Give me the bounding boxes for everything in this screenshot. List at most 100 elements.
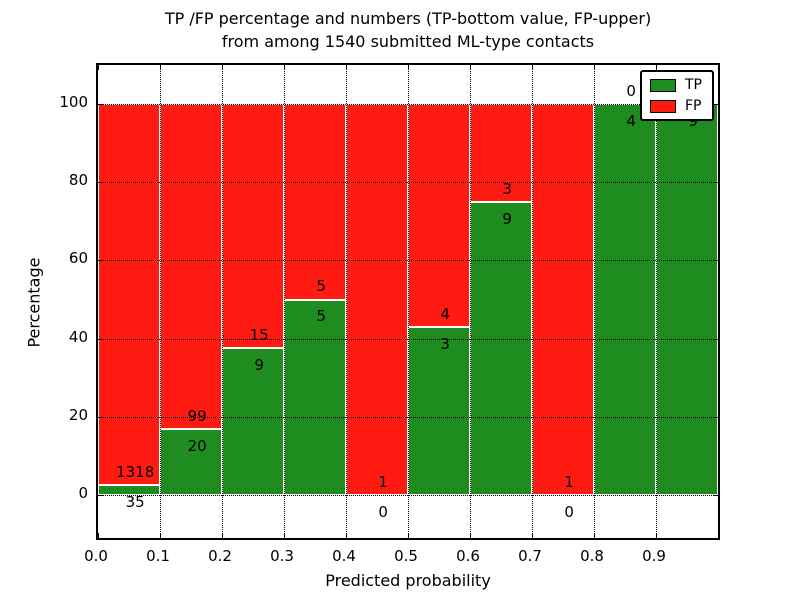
y-tick-label: 0	[78, 484, 88, 502]
fp-count-label: 99	[187, 407, 207, 425]
gridline-vertical	[656, 65, 657, 538]
y-tick-mark	[98, 260, 103, 262]
legend-label-fp: FP	[685, 98, 702, 114]
gridline-vertical	[408, 65, 409, 538]
x-tick-label: 0.5	[394, 547, 418, 565]
x-tick-mark-top	[532, 65, 533, 70]
bar-segment-tp	[408, 327, 470, 495]
x-axis-label: Predicted probability	[325, 571, 491, 590]
y-tick-mark-right	[713, 338, 718, 340]
y-tick-label: 100	[59, 93, 88, 112]
y-tick-label: 40	[68, 327, 88, 346]
x-tick-mark-top	[470, 65, 471, 70]
fp-count-label: 0	[626, 81, 636, 100]
legend-item-fp: FP	[650, 99, 702, 113]
fp-count-label: 15	[249, 326, 269, 345]
x-tick-mark	[594, 533, 595, 538]
y-tick-mark	[98, 338, 103, 340]
x-tick-mark	[408, 533, 409, 538]
fp-count-label: 1	[564, 472, 574, 491]
chart-title: TP /FP percentage and numbers (TP-bottom…	[96, 8, 720, 53]
x-tick-mark-top	[160, 65, 161, 70]
y-tick-mark-right	[713, 182, 718, 184]
x-tick-label: 0.3	[270, 547, 294, 565]
x-tick-mark-top	[594, 65, 595, 70]
x-tick-mark-top	[222, 65, 223, 70]
x-tick-label: 0.6	[456, 547, 480, 565]
y-tick-mark-right	[713, 260, 718, 262]
bar-segment-tp	[656, 104, 718, 495]
x-tick-mark	[532, 533, 533, 538]
x-tick-label: 0.0	[84, 547, 108, 565]
fp-count-label: 1318	[116, 462, 155, 481]
tp-count-label: 9	[502, 209, 512, 228]
bar-segment-tp	[594, 104, 656, 495]
bar-segment-fp	[222, 104, 284, 349]
x-tick-mark-top	[656, 65, 657, 70]
fp-count-label: 3	[502, 179, 512, 198]
x-tick-mark	[470, 533, 471, 538]
gridline-vertical	[470, 65, 471, 538]
bar-segment-tp	[470, 201, 532, 495]
bar-segment-fp	[346, 104, 408, 495]
bar-segment-tp	[222, 348, 284, 495]
y-axis-label: Percentage	[24, 257, 44, 348]
y-tick-mark	[98, 416, 103, 418]
x-tick-mark-top	[98, 65, 99, 70]
y-tick-mark-right	[713, 104, 718, 106]
x-tick-mark	[346, 533, 347, 538]
legend-label-tp: TP	[685, 77, 702, 93]
x-tick-label: 0.7	[518, 547, 542, 565]
bar-segment-fp	[470, 104, 532, 202]
bar-segment-fp	[98, 104, 160, 485]
y-tick-mark-right	[713, 416, 718, 418]
gridline-vertical	[346, 65, 347, 538]
legend-item-tp: TP	[650, 78, 702, 92]
tp-count-label: 20	[187, 437, 207, 456]
y-tick-label: 60	[68, 249, 88, 268]
tp-count-label: 5	[316, 307, 326, 326]
tp-count-label: 0	[564, 502, 574, 521]
bar-segment-fp	[284, 104, 346, 300]
fp-count-label: 4	[440, 305, 450, 324]
bar-segment-fp	[532, 104, 594, 495]
y-tick-mark	[98, 182, 103, 184]
x-tick-label: 0.2	[208, 547, 232, 565]
x-tick-mark-top	[408, 65, 409, 70]
y-tick-mark-right	[713, 495, 718, 496]
bar-segment-fp	[408, 104, 470, 328]
tp-count-label: 4	[626, 111, 636, 130]
x-tick-mark	[98, 533, 99, 538]
y-tick-label: 20	[68, 405, 88, 424]
bar-segment-tp	[98, 484, 160, 495]
fp-count-label: 5	[316, 277, 326, 296]
x-tick-mark-top	[284, 65, 285, 70]
x-tick-mark	[284, 533, 285, 538]
fp-count-label: 1	[378, 472, 388, 491]
y-tick-label: 80	[68, 171, 88, 190]
tp-count-label: 0	[378, 502, 388, 521]
legend-swatch-tp	[650, 78, 676, 92]
x-tick-mark	[656, 533, 657, 538]
bar-segment-tp	[284, 299, 346, 495]
x-tick-label: 0.9	[642, 547, 666, 565]
gridline-vertical	[160, 65, 161, 538]
tp-count-label: 35	[125, 492, 145, 511]
tp-count-label: 3	[440, 335, 450, 354]
x-tick-label: 0.8	[580, 547, 604, 565]
x-tick-label: 0.4	[332, 547, 356, 565]
chart-title-line2: from among 1540 submitted ML-type contac…	[221, 31, 595, 51]
x-tick-label: 0.1	[146, 547, 170, 565]
x-tick-mark	[222, 533, 223, 538]
gridline-vertical	[222, 65, 223, 538]
gridline-vertical	[284, 65, 285, 538]
legend: TP FP	[640, 70, 714, 121]
bar-segment-fp	[160, 104, 222, 430]
gridline-vertical	[532, 65, 533, 538]
y-tick-mark	[98, 104, 103, 106]
gridline-vertical	[594, 65, 595, 538]
tp-count-label: 9	[254, 356, 264, 375]
chart-title-line1: TP /FP percentage and numbers (TP-bottom…	[164, 9, 652, 28]
